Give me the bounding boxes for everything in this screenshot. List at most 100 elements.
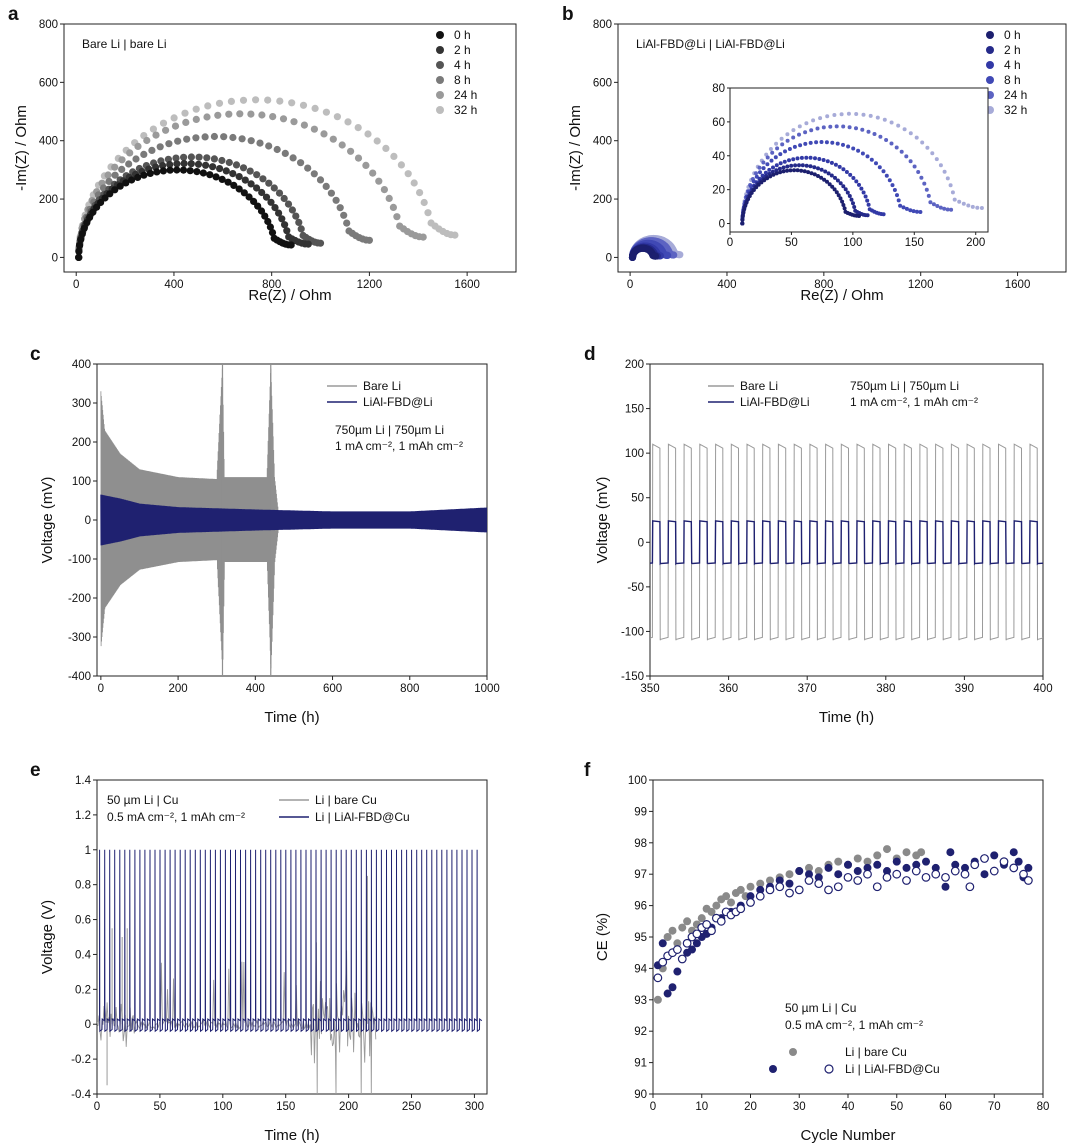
data-point xyxy=(716,916,726,926)
x-tick-label: 0 xyxy=(98,683,104,695)
legend-label: Li | LiAl-FBD@Cu xyxy=(315,810,410,824)
legend-label: LiAl-FBD@Li xyxy=(740,395,810,409)
inset-data-point xyxy=(817,157,822,161)
inset-data-point xyxy=(838,196,843,201)
inset-data-point xyxy=(773,155,778,160)
data-point xyxy=(892,869,902,879)
data-point xyxy=(270,184,278,192)
legend-label: 2 h xyxy=(1004,43,1021,57)
inset-data-point xyxy=(774,163,779,168)
data-point xyxy=(229,170,237,178)
data-point xyxy=(181,109,189,117)
inset-data-point xyxy=(884,173,889,178)
data-point xyxy=(362,161,370,169)
data-point xyxy=(863,857,872,866)
data-point xyxy=(883,867,891,876)
y-tick-label: -100 xyxy=(68,554,91,566)
y-tick-label: -0.2 xyxy=(71,1054,91,1066)
inset-data-point xyxy=(787,147,792,151)
data-point xyxy=(118,165,126,173)
legend-label: Li | bare Cu xyxy=(845,1045,907,1059)
data-point xyxy=(756,879,765,888)
data-point xyxy=(653,973,663,983)
inset-data-point xyxy=(757,165,762,170)
data-point xyxy=(179,166,188,174)
inset-data-point xyxy=(865,198,870,203)
y-tick-label: 0.2 xyxy=(75,984,91,996)
legend-label: 24 h xyxy=(1004,88,1027,102)
data-point xyxy=(853,854,862,863)
data-point xyxy=(278,215,286,223)
inset-data-point xyxy=(922,181,927,186)
inset-data-point xyxy=(918,210,923,214)
data-point xyxy=(236,110,244,118)
inset-data-point xyxy=(808,140,813,145)
data-point xyxy=(297,225,305,233)
legend-marker xyxy=(986,31,994,39)
data-point xyxy=(246,167,254,175)
panel-annotation: 1 mA cm⁻², 1 mAh cm⁻² xyxy=(335,439,463,453)
data-point xyxy=(678,923,687,932)
data-point xyxy=(288,99,296,107)
inset-data-point xyxy=(808,164,813,169)
y-tick-label: 800 xyxy=(39,19,58,31)
data-point xyxy=(310,125,318,133)
data-point xyxy=(722,892,731,901)
inset-data-point xyxy=(908,159,913,164)
inset-data-point xyxy=(829,173,834,178)
data-point xyxy=(239,164,248,172)
data-point xyxy=(215,99,224,107)
data-point xyxy=(390,152,398,160)
data-point xyxy=(668,926,677,935)
data-point xyxy=(882,872,892,882)
x-axis-title: Time (h) xyxy=(819,709,874,726)
data-point xyxy=(310,170,318,178)
data-point xyxy=(670,251,678,259)
x-tick-label: 10 xyxy=(695,1101,708,1113)
inset-data-point xyxy=(908,208,913,213)
inset-data-point xyxy=(842,206,847,211)
data-point xyxy=(229,133,237,142)
data-point xyxy=(775,876,784,885)
data-point xyxy=(844,860,852,869)
data-point xyxy=(187,160,195,168)
plot-area xyxy=(650,443,1043,641)
data-point xyxy=(232,161,241,169)
y-tick-label: 1.4 xyxy=(75,775,92,787)
y-tick-label: 97 xyxy=(634,869,647,881)
inset-data-point xyxy=(756,182,761,187)
data-point xyxy=(931,863,940,872)
inset-data-point xyxy=(795,156,800,161)
data-point xyxy=(651,252,660,260)
data-point xyxy=(276,97,284,105)
inset-data-point xyxy=(781,169,786,174)
data-point xyxy=(259,175,267,183)
x-tick-label: 1200 xyxy=(357,279,383,291)
inset-data-point xyxy=(791,128,796,133)
inset-data-point xyxy=(792,144,797,149)
x-tick-label: 0 xyxy=(650,1101,656,1113)
data-point xyxy=(834,870,843,879)
inset-data-point xyxy=(824,140,829,145)
y-axis-title: Voltage (mV) xyxy=(39,477,56,564)
inset-data-point xyxy=(804,163,809,168)
data-point xyxy=(365,236,373,244)
data-point xyxy=(961,863,969,872)
data-point xyxy=(873,860,882,869)
inset-data-point xyxy=(816,174,820,178)
y-tick-label: 50 xyxy=(631,493,644,505)
x-tick-label: 100 xyxy=(213,1101,232,1113)
inset-data-point xyxy=(832,113,837,117)
inset-data-point xyxy=(884,138,889,142)
inset-data-point xyxy=(832,187,837,192)
inset-data-point xyxy=(895,193,899,198)
inset-data-point xyxy=(819,140,824,144)
plot-frame xyxy=(96,779,488,1095)
legend-marker xyxy=(436,76,444,84)
data-point xyxy=(186,167,194,175)
inset-data-point xyxy=(779,136,784,141)
x-tick-label: 150 xyxy=(276,1101,295,1113)
inset-data-point xyxy=(802,169,807,174)
legend-label: 0 h xyxy=(454,28,471,42)
legend-label: 4 h xyxy=(454,58,471,72)
